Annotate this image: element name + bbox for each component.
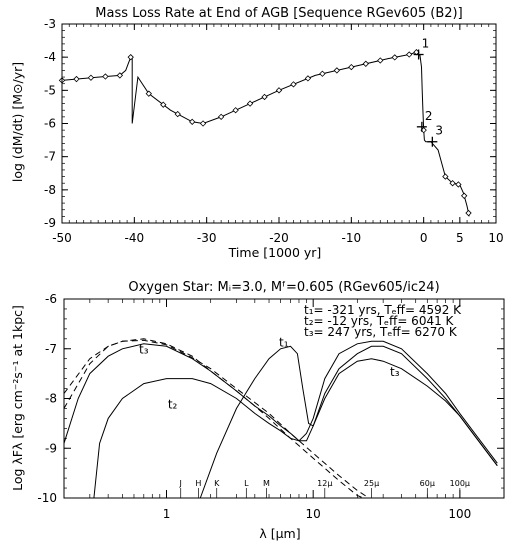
- band-label: 25μ: [364, 479, 379, 488]
- diamond-marker: [275, 87, 283, 94]
- mass-loss-markers: [58, 49, 472, 217]
- curve-label: t₁: [279, 335, 289, 349]
- diamond-marker: [319, 70, 326, 77]
- x-tick-label: -10: [342, 231, 362, 245]
- diamond-marker: [449, 180, 456, 187]
- band-label: K: [214, 479, 220, 488]
- sed-series-dashed2-line: [63, 339, 370, 499]
- x-tick-label: 0: [420, 231, 428, 245]
- y-tick-label: -9: [44, 216, 56, 230]
- legend-entry-t2: t₂= -12 yrs, Tₑff= 6041 K: [304, 314, 455, 328]
- sed-title: Oxygen Star: Mᵢ=3.0, Mᶠ=0.605 (RGev605/i…: [128, 280, 439, 295]
- time-mark-label: 1: [422, 37, 430, 51]
- band-label: L: [244, 479, 249, 488]
- diamond-marker: [87, 74, 95, 81]
- time-mark-label: 3: [435, 124, 443, 138]
- diamond-marker: [304, 75, 312, 82]
- y-tick-label: -6: [45, 292, 57, 306]
- y-tick-label: -8: [44, 183, 56, 197]
- diamond-marker: [333, 67, 341, 74]
- x-tick-label: -50: [52, 231, 72, 245]
- sed-legend: t₁= -321 yrs, Tₑff= 4592 K t₂= -12 yrs, …: [304, 303, 462, 339]
- x-tick-label: -40: [125, 231, 145, 245]
- diamond-marker: [377, 57, 384, 64]
- y-tick-label: -7: [45, 342, 57, 356]
- diamond-marker: [217, 113, 225, 121]
- x-tick-label: 10: [488, 231, 503, 245]
- sed-series-t-line: [199, 345, 498, 499]
- diamond-marker: [290, 81, 297, 88]
- diamond-marker: [189, 118, 196, 126]
- sed-series-dashed1-line: [63, 338, 364, 499]
- mass-loss-y-axis-label: log (dM/dt) [M⊙/yr]: [10, 62, 25, 182]
- sed-x-axis-label: λ [μm]: [259, 526, 300, 541]
- x-tick-label: 100: [448, 507, 471, 521]
- diamond-marker: [232, 107, 239, 114]
- curve-label: t₃: [139, 343, 149, 357]
- diamond-marker: [391, 54, 398, 61]
- sed-series-t-line: [63, 343, 498, 467]
- diamond-marker: [406, 51, 413, 58]
- y-tick-label: -8: [45, 392, 57, 406]
- diamond-marker: [461, 192, 468, 199]
- band-label: J: [179, 479, 182, 488]
- sed-curves: [63, 338, 498, 499]
- sed-y-axis-label: Log λFλ [erg cm⁻²s⁻¹ at 1kpc]: [10, 305, 25, 491]
- y-tick-label: -5: [44, 83, 56, 97]
- sed-band-labels: J H K L M 12μ 25μ 60μ 100μ: [179, 479, 470, 498]
- sed-series-t-line: [93, 340, 498, 499]
- diamond-marker: [174, 110, 181, 118]
- x-tick-label: 10: [306, 507, 321, 521]
- y-tick-label: -7: [44, 150, 56, 164]
- diamond-marker: [442, 173, 449, 180]
- mass-loss-plot-frame: [61, 23, 497, 224]
- x-tick-label: -30: [197, 231, 217, 245]
- mass-loss-time-marks: 1 23: [413, 37, 443, 147]
- diamond-marker: [116, 72, 124, 79]
- legend-entry-t1: t₁= -321 yrs, Tₑff= 4592 K: [304, 303, 462, 317]
- x-tick-label: 5: [456, 231, 464, 245]
- band-label: 12μ: [317, 479, 332, 488]
- y-tick-label: -4: [44, 50, 56, 64]
- band-label: 100μ: [450, 479, 470, 488]
- diamond-marker: [348, 63, 355, 71]
- diamond-marker: [127, 54, 134, 61]
- x-tick-label: 1: [163, 507, 171, 521]
- sed-panel: Oxygen Star: Mᵢ=3.0, Mᶠ=0.605 (RGev605/i…: [10, 280, 505, 541]
- diamond-marker: [199, 120, 207, 127]
- y-tick-label: -3: [44, 17, 56, 31]
- mass-loss-curve: [61, 51, 470, 217]
- mass-loss-x-axis-label: Time [1000 yr]: [228, 245, 322, 260]
- diamond-marker: [145, 90, 152, 97]
- y-tick-label: -10: [37, 491, 57, 505]
- mass-loss-panel: Mass Loss Rate at End of AGB [Sequence R…: [10, 6, 504, 260]
- band-label: H: [195, 479, 201, 488]
- sed-curve-labels: t₁ t₃ t₂ t₃: [139, 335, 400, 411]
- legend-entry-t3: t₃= 247 yrs, Tₑff= 6270 K: [304, 325, 458, 339]
- band-label: 60μ: [420, 479, 435, 488]
- sed-plot-frame: [63, 298, 505, 499]
- curve-label: t₃: [390, 365, 400, 379]
- diamond-marker: [362, 60, 369, 67]
- band-label: M: [263, 479, 270, 488]
- curve-label: t₂: [168, 397, 178, 411]
- y-tick-label: -9: [45, 441, 57, 455]
- diamond-marker: [102, 73, 109, 80]
- mass-loss-title: Mass Loss Rate at End of AGB [Sequence R…: [95, 6, 462, 21]
- mass-loss-line: [61, 51, 470, 217]
- diamond-marker: [160, 101, 167, 108]
- diamond-marker: [465, 209, 472, 217]
- diamond-marker: [73, 75, 80, 83]
- y-tick-label: -6: [44, 117, 56, 131]
- diamond-marker: [261, 93, 268, 101]
- diamond-marker: [246, 100, 254, 107]
- diamond-marker: [455, 181, 462, 188]
- x-tick-label: -20: [269, 231, 289, 245]
- time-mark-label: 2: [425, 109, 433, 123]
